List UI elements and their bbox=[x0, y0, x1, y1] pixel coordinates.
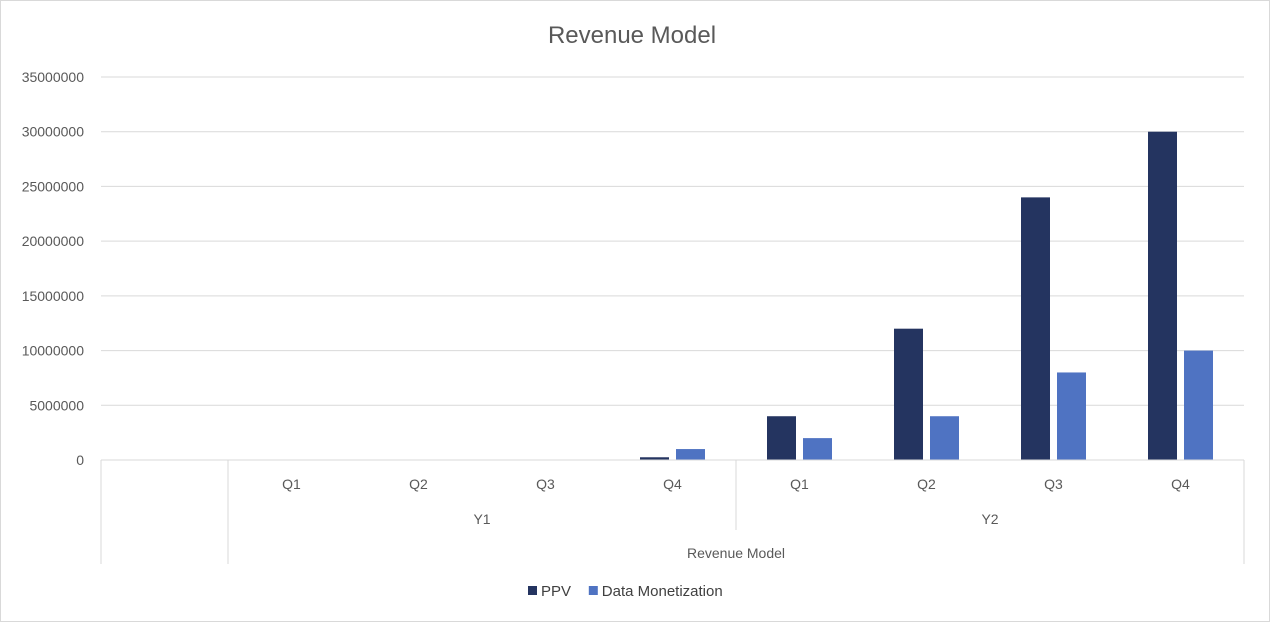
legend-swatch bbox=[588, 586, 598, 595]
y-tick-label: 25000000 bbox=[22, 178, 85, 194]
category-label: Q1 bbox=[282, 476, 301, 492]
bar-ppv bbox=[894, 328, 923, 460]
category-label: Q2 bbox=[917, 476, 936, 492]
legend-label: PPV bbox=[541, 583, 571, 600]
category-label: Q3 bbox=[536, 476, 555, 492]
y-tick-label: 5000000 bbox=[29, 397, 84, 413]
y-tick-label: 30000000 bbox=[22, 124, 85, 140]
category-label: Q1 bbox=[790, 476, 809, 492]
bars bbox=[640, 131, 1213, 460]
group-label: Y2 bbox=[981, 511, 998, 527]
category-label: Q4 bbox=[663, 476, 682, 492]
bar-ppv bbox=[640, 457, 669, 460]
bar-data-monetization bbox=[676, 449, 705, 460]
bar-data-monetization bbox=[1057, 372, 1086, 460]
legend-swatch bbox=[528, 586, 537, 595]
bar-ppv bbox=[1021, 197, 1050, 460]
y-tick-label: 15000000 bbox=[22, 288, 85, 304]
y-tick-label: 20000000 bbox=[22, 233, 85, 249]
bar-ppv bbox=[767, 416, 796, 460]
legend-label: Data Monetization bbox=[602, 583, 723, 600]
bar-ppv bbox=[1148, 131, 1177, 460]
category-label: Q2 bbox=[409, 476, 428, 492]
bar-data-monetization bbox=[930, 416, 959, 460]
group-label: Y1 bbox=[473, 511, 490, 527]
y-tick-label: 0 bbox=[76, 452, 84, 468]
outer-axis-label: Revenue Model bbox=[687, 545, 785, 561]
bar-data-monetization bbox=[1184, 350, 1213, 460]
category-axis: Y1 Y2 Q1 Q2 Q3 Q4 Q1 Q2 Q3 Q4 Revenue Model bbox=[100, 459, 1245, 564]
chart-title: Revenue Model bbox=[548, 22, 716, 49]
category-label: Q4 bbox=[1171, 476, 1190, 492]
legend: PPV Data Monetization bbox=[528, 583, 723, 600]
category-label: Q3 bbox=[1044, 476, 1063, 492]
y-tick-label: 35000000 bbox=[22, 69, 85, 85]
y-tick-label: 10000000 bbox=[22, 343, 85, 359]
bar-data-monetization bbox=[803, 438, 832, 460]
y-axis-ticks: 0 5000000 10000000 15000000 20000000 25000000… bbox=[22, 69, 85, 468]
